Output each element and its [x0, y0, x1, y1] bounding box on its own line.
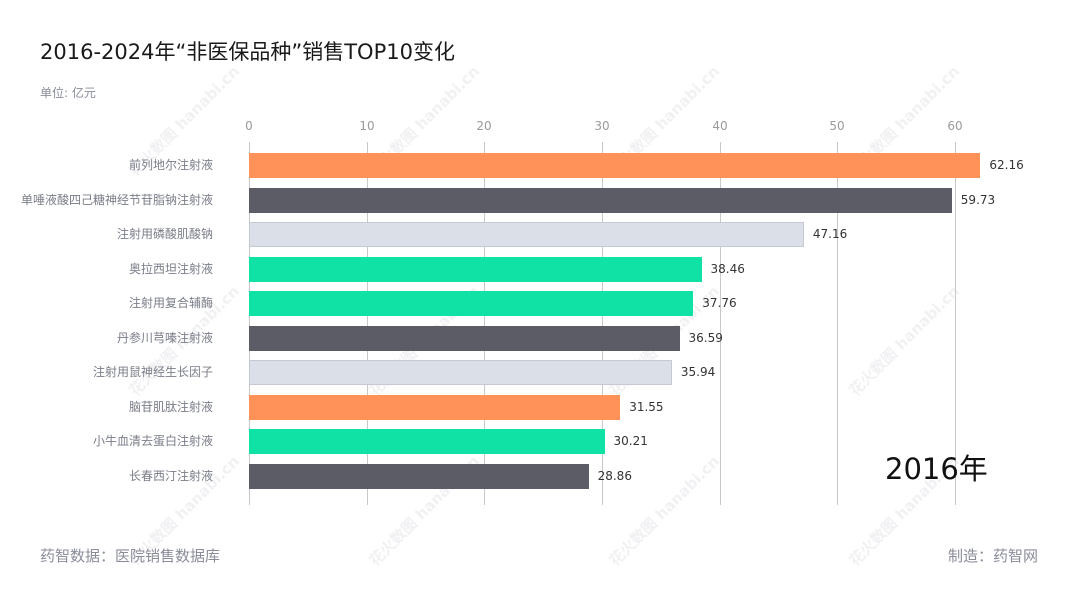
- x-tick-label: 50: [829, 119, 845, 133]
- gridline: [484, 142, 485, 505]
- bar: [249, 291, 694, 316]
- gridline: [602, 142, 603, 505]
- bar: [249, 153, 981, 178]
- bar: [249, 395, 621, 420]
- bar-chart-plot: 0 10 20 30 40 50 60 前列地尔注射液 62.16 单唾液酸四己糖神经节苷脂钠注…: [21, 112, 1049, 512]
- category-label: 小牛血清去蛋白注射液: [92, 434, 213, 448]
- gridline: [837, 142, 838, 505]
- bar-value-label: 59.73: [960, 193, 996, 207]
- category-label: 单唾液酸四己糖神经节苷脂钠注射液: [20, 193, 213, 207]
- bar: [249, 222, 804, 247]
- bar-value-label: 47.16: [812, 227, 848, 241]
- footer-maker: 制造：药智网: [947, 547, 1038, 565]
- category-label: 注射用鼠神经生长因子: [92, 365, 213, 379]
- gridline: [720, 142, 721, 505]
- bar-value-label: 30.21: [613, 434, 648, 448]
- gridline: [367, 142, 368, 505]
- year-label: 2016年: [885, 452, 988, 486]
- category-label: 丹参川芎嗪注射液: [116, 331, 213, 345]
- bar-value-label: 36.59: [688, 331, 723, 345]
- bar-value-label: 35.94: [680, 365, 716, 379]
- x-tick-label: 40: [712, 119, 728, 133]
- category-label: 前列地尔注射液: [128, 158, 213, 172]
- bar-value-label: 37.76: [702, 296, 737, 310]
- bar: [249, 188, 952, 213]
- x-tick-label: 20: [476, 119, 492, 133]
- x-tick-label: 30: [594, 119, 610, 133]
- category-label: 脑苷肌肽注射液: [128, 400, 213, 414]
- bar-value-label: 28.86: [597, 469, 632, 483]
- bar-value-label: 62.16: [989, 158, 1024, 172]
- category-label: 注射用复合辅酶: [128, 296, 213, 310]
- chart-title: 2016-2024年“非医保品种”销售TOP10变化: [40, 40, 455, 64]
- bar: [249, 360, 672, 385]
- category-label: 长春西汀注射液: [128, 469, 213, 483]
- bar-value-label: 31.55: [629, 400, 664, 414]
- bar: [249, 464, 589, 489]
- category-label: 奥拉西坦注射液: [128, 262, 213, 276]
- bar-value-label: 38.46: [710, 262, 745, 276]
- x-tick-label: 10: [359, 119, 375, 133]
- category-label: 注射用磷酸肌酸钠: [116, 227, 213, 241]
- x-tick-label: 0: [245, 119, 253, 133]
- bar: [249, 429, 605, 454]
- footer-source: 药智数据：医院销售数据库: [40, 547, 221, 565]
- bar: [249, 326, 680, 351]
- unit-label: 单位: 亿元: [40, 86, 96, 100]
- gridline: [249, 142, 250, 505]
- bar: [249, 257, 702, 282]
- gridline: [955, 142, 956, 505]
- x-tick-label: 60: [947, 119, 963, 133]
